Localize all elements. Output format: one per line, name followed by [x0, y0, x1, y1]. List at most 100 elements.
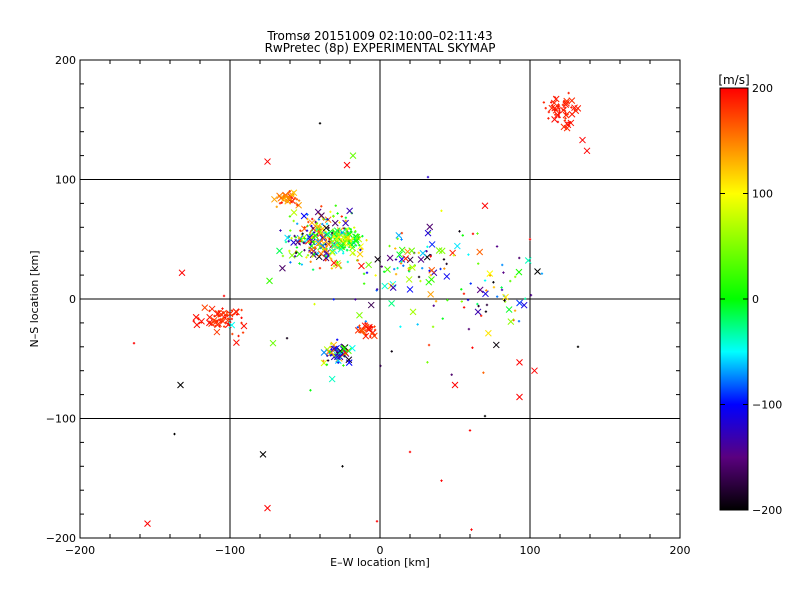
data-point: [441, 317, 444, 320]
data-point: [460, 288, 463, 291]
data-point: [400, 260, 403, 263]
data-point: [358, 262, 365, 270]
data-point: [336, 353, 344, 361]
data-point: [343, 161, 351, 169]
colorbar-tick-label: 200: [752, 82, 773, 95]
data-point: [290, 189, 298, 197]
data-point: [390, 350, 393, 353]
data-point: [288, 190, 291, 193]
data-point: [334, 261, 342, 269]
data-point: [435, 247, 443, 254]
data-point: [330, 257, 333, 261]
data-point: [460, 300, 464, 303]
data-point: [264, 158, 271, 165]
data-point: [467, 327, 471, 331]
data-point: [364, 320, 368, 323]
data-point: [237, 334, 240, 338]
data-point: [221, 317, 224, 320]
data-point: [375, 520, 379, 523]
data-point: [288, 215, 292, 218]
data-point: [380, 265, 383, 268]
data-point: [346, 207, 353, 215]
data-point: [198, 317, 205, 325]
data-point: [226, 310, 234, 318]
data-point: [553, 108, 557, 112]
data-point: [317, 218, 321, 221]
data-point: [394, 272, 398, 276]
data-point: [324, 259, 327, 262]
data-point: [223, 316, 227, 319]
data-point: [328, 256, 332, 259]
data-point: [293, 196, 297, 200]
data-point: [429, 274, 432, 277]
data-point: [450, 373, 453, 376]
data-point: [443, 273, 451, 280]
data-point: [330, 259, 338, 267]
data-point: [231, 332, 234, 336]
data-point: [551, 116, 558, 123]
data-point: [440, 479, 443, 482]
data-point: [365, 238, 368, 242]
data-point: [330, 348, 333, 351]
data-point: [467, 253, 470, 256]
data-point: [514, 275, 517, 279]
data-point: [561, 108, 565, 111]
y-tick-label: −100: [46, 413, 76, 426]
data-point: [426, 223, 434, 231]
data-point: [372, 333, 376, 336]
data-point: [337, 361, 340, 364]
data-point: [364, 329, 367, 332]
colorbar-tick-label: 0: [752, 293, 759, 306]
data-point: [324, 254, 328, 258]
data-point: [308, 219, 316, 227]
data-point: [218, 318, 222, 322]
data-point: [356, 250, 364, 258]
data-point: [206, 313, 214, 321]
data-point: [351, 237, 354, 240]
data-point: [570, 106, 573, 109]
data-point: [544, 106, 547, 110]
data-point: [349, 228, 352, 231]
data-point: [321, 245, 329, 253]
data-point: [396, 251, 403, 258]
data-point: [476, 302, 479, 306]
data-point: [315, 221, 319, 225]
data-point: [192, 313, 200, 321]
data-point: [561, 103, 565, 107]
data-point: [295, 251, 298, 254]
data-point: [362, 282, 366, 285]
data-point: [193, 321, 201, 329]
data-point: [547, 110, 551, 114]
data-point: [284, 240, 288, 244]
data-point: [361, 322, 369, 330]
data-point: [309, 243, 312, 246]
x-tick-label: 200: [670, 544, 691, 557]
data-point: [443, 267, 446, 270]
data-point: [220, 321, 223, 324]
data-point: [550, 99, 558, 107]
data-point: [282, 192, 289, 200]
data-point: [291, 194, 295, 197]
data-point: [340, 231, 343, 234]
data-point: [374, 256, 382, 263]
data-point: [315, 253, 323, 261]
data-point: [340, 345, 348, 353]
data-point: [468, 429, 472, 432]
data-point: [222, 325, 226, 328]
data-point: [276, 192, 283, 200]
data-point: [583, 147, 591, 155]
data-point: [365, 323, 369, 327]
data-point: [563, 99, 570, 107]
data-point: [357, 243, 364, 250]
data-point: [516, 358, 523, 366]
data-point: [317, 250, 325, 258]
chart-title: Tromsø 20151009 02:10:00–02:11:43: [266, 29, 492, 43]
data-point: [326, 359, 330, 362]
data-point: [221, 307, 224, 310]
data-point: [311, 226, 315, 230]
data-point: [269, 339, 277, 347]
data-point: [466, 298, 470, 302]
data-point: [400, 231, 404, 235]
data-point: [362, 331, 365, 334]
data-point: [445, 262, 448, 266]
